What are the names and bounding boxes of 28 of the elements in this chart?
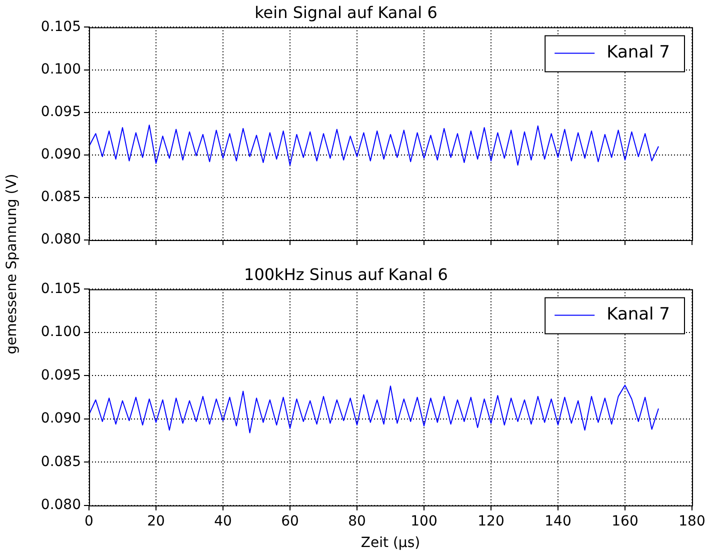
x-axis-title: Zeit (μs) (360, 535, 420, 552)
y-tick-label: 0.080 (40, 497, 81, 514)
y-tick-label: 0.100 (40, 61, 81, 78)
y-tick-label: 0.080 (40, 232, 81, 248)
y-tick-label: 0.090 (40, 410, 81, 427)
x-tick-label: 20 (147, 513, 165, 530)
y-tick-label: 0.085 (40, 454, 81, 470)
y-tick-label: 0.100 (40, 324, 81, 340)
x-tick-label: 120 (478, 513, 504, 530)
y-tick-label: 0.085 (40, 189, 81, 206)
y-tick-label: 0.090 (40, 146, 81, 163)
y-tick-label: 0.095 (40, 367, 81, 384)
x-tick-label: 80 (348, 513, 366, 530)
legend-label: Kanal 7 (606, 304, 670, 325)
x-tick-label: 100 (410, 513, 438, 530)
x-tick-label: 160 (612, 513, 638, 530)
chart-title: 100kHz Sinus auf Kanal 6 (244, 264, 448, 284)
y-axis-title: gemessene Spannung (V) (4, 172, 20, 356)
x-tick-label: 180 (678, 513, 706, 530)
y-tick-label: 0.095 (40, 104, 81, 120)
x-tick-label: 140 (544, 513, 572, 530)
x-tick-label: 0 (84, 513, 94, 530)
x-tick-label: 40 (214, 513, 232, 530)
y-tick-label: 0.105 (40, 18, 81, 35)
x-tick-label: 60 (281, 513, 299, 530)
legend-label: Kanal 7 (606, 42, 670, 63)
chart-title: kein Signal auf Kanal 6 (254, 2, 438, 22)
y-tick-label: 0.105 (40, 280, 81, 297)
